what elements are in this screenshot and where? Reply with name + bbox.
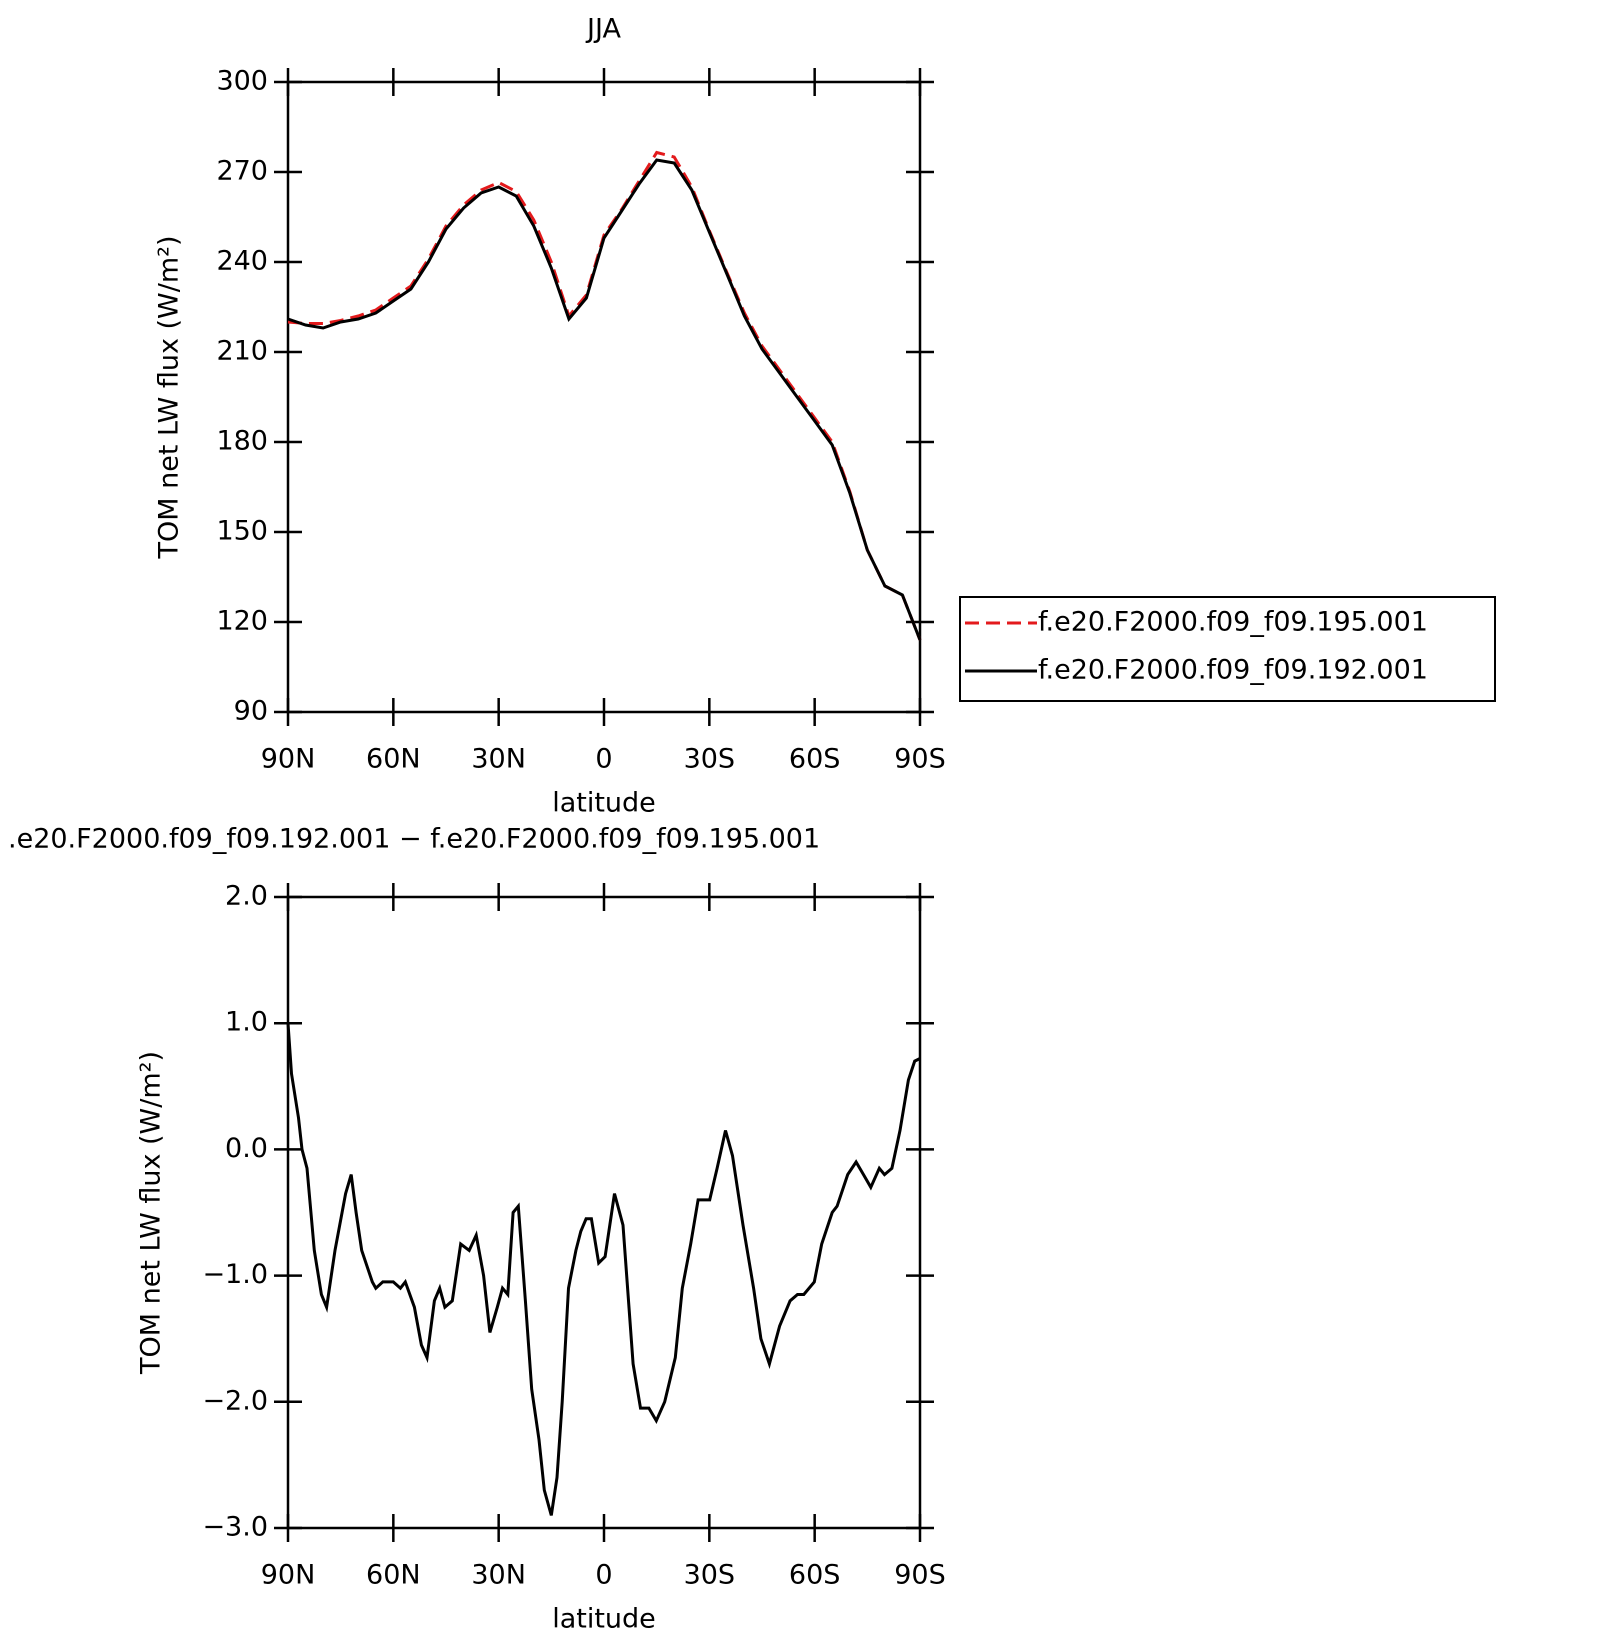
data-line xyxy=(287,158,922,641)
x-tick-label: 60N xyxy=(366,744,421,775)
y-tick-label: 90 xyxy=(234,696,268,727)
y-tick-label: 2.0 xyxy=(225,881,268,912)
data-line xyxy=(286,1023,921,1516)
y-tick-label: −3.0 xyxy=(202,1512,268,1543)
y-tick-label: −1.0 xyxy=(202,1259,268,1290)
y-tick-label: 1.0 xyxy=(225,1007,268,1038)
x-tick-label: 60N xyxy=(366,1560,421,1591)
chart-title: JJA xyxy=(585,14,621,45)
x-tick-label: 90N xyxy=(261,1560,316,1591)
chart-title: .e20.F2000.f09_f09.192.001 − f.e20.F2000… xyxy=(8,824,820,855)
y-tick-label: 270 xyxy=(216,156,268,187)
x-axis-label: latitude xyxy=(552,788,656,819)
data-line xyxy=(287,150,922,641)
x-tick-label: 30S xyxy=(684,744,736,775)
y-tick-label: −2.0 xyxy=(202,1385,268,1416)
legend-label: f.e20.F2000.f09_f09.195.001 xyxy=(1038,607,1428,638)
x-tick-label: 30S xyxy=(684,1560,736,1591)
y-tick-label: 210 xyxy=(216,336,268,367)
x-tick-label: 90N xyxy=(261,744,316,775)
x-tick-label: 60S xyxy=(789,744,841,775)
x-tick-label: 0 xyxy=(595,1560,612,1591)
x-tick-label: 0 xyxy=(595,744,612,775)
x-tick-label: 90S xyxy=(894,1560,946,1591)
x-tick-label: 90S xyxy=(894,744,946,775)
plot-frame xyxy=(286,80,922,714)
y-tick-label: 240 xyxy=(216,246,268,277)
legend-box xyxy=(959,596,1496,702)
y-tick-label: 150 xyxy=(216,516,268,547)
y-tick-label: 180 xyxy=(216,426,268,457)
legend-label: f.e20.F2000.f09_f09.192.001 xyxy=(1038,655,1428,686)
y-axis-label: TOM net LW flux (W/m²) xyxy=(136,1051,167,1375)
x-tick-label: 60S xyxy=(789,1560,841,1591)
y-tick-label: 300 xyxy=(216,66,268,97)
y-axis-label: TOM net LW flux (W/m²) xyxy=(154,235,185,559)
x-axis-label: latitude xyxy=(552,1604,656,1635)
y-tick-label: 0.0 xyxy=(225,1133,268,1164)
y-tick-label: 120 xyxy=(216,606,268,637)
x-tick-label: 30N xyxy=(471,1560,526,1591)
plot-frame xyxy=(286,895,922,1530)
x-tick-label: 30N xyxy=(471,744,526,775)
